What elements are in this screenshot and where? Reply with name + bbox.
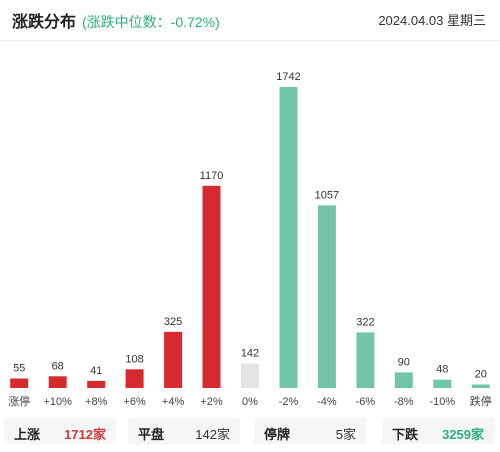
summary-up-label: 上涨 [14,427,41,442]
bar-9 [356,332,375,388]
bar-3 [125,369,144,388]
bar-1 [48,376,67,388]
data-label-11: 48 [436,364,448,376]
tick-label-12: 跌停 [470,394,492,408]
bar-11 [433,379,452,388]
date-label: 2024.04.03 星期三 [378,13,486,28]
header-divider [0,40,500,41]
tick-label-10: -8% [394,396,414,408]
tick-label-6: 0% [242,396,258,408]
bar-7 [279,87,298,388]
data-label-8: 1057 [315,189,339,201]
tick-label-11: -10% [429,396,455,408]
summary-suspended-value: 5家 [335,427,356,442]
summary-down: 下跌 3259家 [382,418,494,444]
bar-4 [164,331,183,388]
summary-bar: 上涨 1712家 平盘 142家 停牌 5家 下跌 3259家 [0,418,500,446]
data-label-6: 142 [241,348,259,360]
bar-6 [241,363,259,388]
median-change-label: (涨跌中位数：-0.72%) [82,14,220,30]
data-label-0: 55 [13,363,25,375]
tick-label-2: +8% [85,396,108,408]
summary-suspended: 停牌 5家 [254,418,366,444]
tick-label-0: 涨停 [8,394,30,408]
distribution-bar-chart: 55 涨停 68 +10% 41 +8% 108 +6% 325 +4% 1170 +2% 142 0% 1… [8,71,492,408]
data-label-4: 325 [164,316,182,328]
data-label-5: 1170 [200,170,224,182]
tick-label-8: -4% [317,396,337,408]
tick-label-4: +4% [162,396,185,408]
data-label-7: 1742 [276,71,300,83]
summary-down-value: 3259家 [442,427,484,442]
tick-label-3: +6% [123,396,146,408]
tick-label-5: +2% [200,396,223,408]
summary-up-value: 1712家 [64,427,106,442]
summary-flat: 平盘 142家 [128,418,240,444]
summary-down-label: 下跌 [392,427,419,442]
data-label-3: 108 [125,353,143,365]
data-label-12: 20 [475,369,487,381]
bar-2 [87,380,106,388]
data-label-9: 322 [356,316,374,328]
title-text: 涨跌分布 [12,14,77,31]
summary-suspended-label: 停牌 [264,427,291,442]
header: 涨跌分布 (涨跌中位数：-0.72%) 2024.04.03 星期三 [0,0,500,40]
summary-flat-label: 平盘 [138,427,165,442]
bar-8 [317,205,336,388]
page-title: 涨跌分布 (涨跌中位数：-0.72%) [12,8,220,32]
bar-0 [10,378,29,388]
tick-label-1: +10% [43,396,72,408]
bar-10 [394,372,413,388]
summary-flat-value: 142家 [195,427,230,442]
summary-up: 上涨 1712家 [4,418,116,444]
data-label-1: 68 [52,360,64,372]
data-label-10: 90 [398,356,410,368]
data-label-2: 41 [90,365,102,377]
tick-label-9: -6% [356,396,376,408]
bar-12 [471,384,490,388]
bar-5 [202,185,221,388]
tick-label-7: -2% [279,396,299,408]
